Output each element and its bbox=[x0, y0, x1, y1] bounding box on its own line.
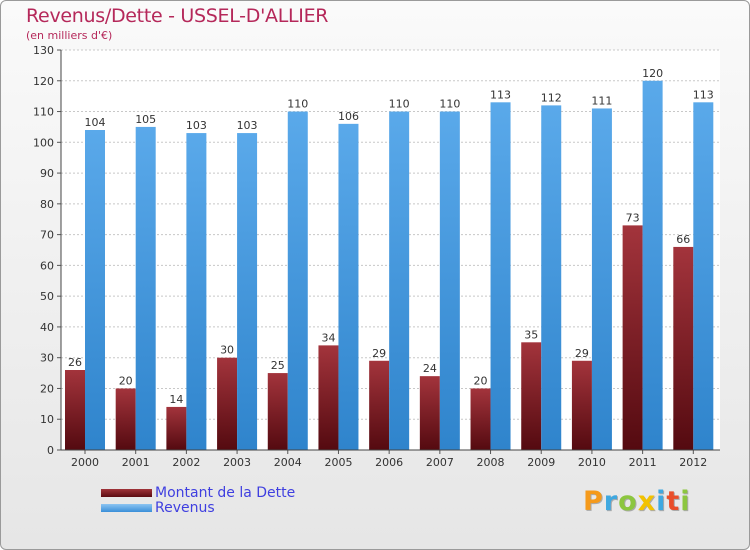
x-tick-label: 2000 bbox=[71, 456, 99, 469]
y-tick-label: 60 bbox=[40, 259, 54, 272]
bar-dette bbox=[65, 370, 85, 450]
data-label-revenus: 112 bbox=[541, 91, 562, 104]
y-tick-label: 130 bbox=[33, 44, 54, 57]
data-label-dette: 14 bbox=[169, 393, 183, 406]
bar-dette bbox=[673, 246, 694, 450]
x-tick-label: 2010 bbox=[578, 456, 606, 469]
y-tick-label: 10 bbox=[40, 413, 54, 426]
data-label-revenus: 103 bbox=[237, 119, 258, 132]
data-label-revenus: 104 bbox=[85, 116, 106, 129]
bar-dette bbox=[217, 357, 238, 450]
y-tick-label: 40 bbox=[40, 321, 54, 334]
bar-dette bbox=[521, 342, 542, 450]
x-tick-label: 2004 bbox=[274, 456, 302, 469]
x-tick-label: 2005 bbox=[324, 456, 352, 469]
bar-dette bbox=[622, 225, 643, 450]
data-label-dette: 26 bbox=[68, 356, 82, 369]
data-label-dette: 20 bbox=[119, 374, 133, 387]
data-label-dette: 29 bbox=[372, 347, 386, 360]
data-label-revenus: 105 bbox=[135, 113, 156, 126]
bar-revenus bbox=[135, 126, 156, 450]
data-label-revenus: 106 bbox=[338, 110, 359, 123]
data-label-dette: 66 bbox=[676, 233, 690, 246]
data-label-revenus: 103 bbox=[186, 119, 207, 132]
bar-dette bbox=[166, 406, 187, 450]
data-label-dette: 24 bbox=[423, 362, 437, 375]
logo-letter-2: o bbox=[618, 486, 638, 517]
bar-revenus bbox=[237, 133, 258, 451]
bar-dette bbox=[419, 376, 440, 450]
bar-revenus bbox=[591, 108, 612, 450]
logo-letter-1: r bbox=[603, 486, 619, 517]
y-tick-label: 100 bbox=[33, 136, 54, 149]
bar-revenus bbox=[85, 130, 105, 450]
bar-dette bbox=[571, 360, 592, 450]
data-label-dette: 30 bbox=[220, 344, 234, 357]
bar-revenus bbox=[338, 123, 359, 450]
bar-dette bbox=[369, 360, 390, 450]
data-label-dette: 35 bbox=[524, 328, 538, 341]
y-tick-label: 80 bbox=[40, 198, 54, 211]
bar-revenus bbox=[186, 133, 207, 451]
x-tick-label: 2002 bbox=[172, 456, 200, 469]
data-label-revenus: 113 bbox=[490, 88, 511, 101]
data-label-revenus: 110 bbox=[287, 98, 308, 111]
y-tick-label: 90 bbox=[40, 167, 54, 180]
data-label-dette: 73 bbox=[626, 211, 640, 224]
bar-dette bbox=[318, 345, 339, 450]
data-label-revenus: 113 bbox=[693, 88, 714, 101]
legend-label-revenus: Revenus bbox=[155, 500, 215, 516]
logo-letter-3: x bbox=[637, 486, 657, 517]
bar-revenus bbox=[642, 80, 663, 451]
y-tick-label: 30 bbox=[40, 352, 54, 365]
bar-revenus bbox=[693, 102, 714, 451]
data-label-dette: 29 bbox=[575, 347, 589, 360]
chart-subtitle: (en milliers d'€) bbox=[26, 29, 113, 42]
x-tick-label: 2003 bbox=[223, 456, 251, 469]
y-tick-label: 0 bbox=[47, 444, 54, 457]
x-tick-label: 2011 bbox=[629, 456, 657, 469]
y-tick-label: 50 bbox=[40, 290, 54, 303]
chart-title: Revenus/Dette - USSEL-D'ALLIER bbox=[26, 5, 329, 27]
bar-dette bbox=[115, 388, 136, 450]
legend-swatch-revenus bbox=[101, 504, 152, 512]
data-label-revenus: 120 bbox=[642, 67, 663, 80]
x-tick-label: 2007 bbox=[426, 456, 454, 469]
data-label-revenus: 110 bbox=[439, 98, 460, 111]
logo-letter-5: t bbox=[666, 486, 681, 517]
logo-letter-4: i bbox=[656, 486, 667, 517]
bar-revenus bbox=[389, 111, 410, 451]
x-tick-label: 2009 bbox=[527, 456, 555, 469]
proxiti-logo: Proxiti bbox=[583, 486, 691, 517]
data-label-revenus: 110 bbox=[389, 98, 410, 111]
logo-letter-6: i bbox=[680, 486, 691, 517]
x-tick-label: 2012 bbox=[679, 456, 707, 469]
y-tick-label: 20 bbox=[40, 382, 54, 395]
bar-revenus bbox=[490, 102, 511, 451]
bar-revenus bbox=[287, 111, 308, 451]
data-label-dette: 20 bbox=[474, 374, 488, 387]
y-tick-label: 120 bbox=[33, 75, 54, 88]
data-label-revenus: 111 bbox=[591, 94, 612, 107]
x-tick-label: 2006 bbox=[375, 456, 403, 469]
legend-swatch-dette bbox=[101, 489, 152, 497]
x-tick-label: 2008 bbox=[477, 456, 505, 469]
data-label-dette: 25 bbox=[271, 359, 285, 372]
bar-dette bbox=[470, 388, 491, 450]
x-tick-label: 2001 bbox=[122, 456, 150, 469]
bar-dette bbox=[267, 373, 288, 450]
legend-label-dette: Montant de la Dette bbox=[155, 485, 296, 501]
bar-revenus bbox=[541, 105, 562, 450]
data-label-dette: 34 bbox=[321, 331, 335, 344]
logo-letter-0: P bbox=[583, 486, 604, 517]
bar-revenus bbox=[439, 111, 460, 451]
y-tick-label: 110 bbox=[33, 106, 54, 119]
y-tick-label: 70 bbox=[40, 229, 54, 242]
